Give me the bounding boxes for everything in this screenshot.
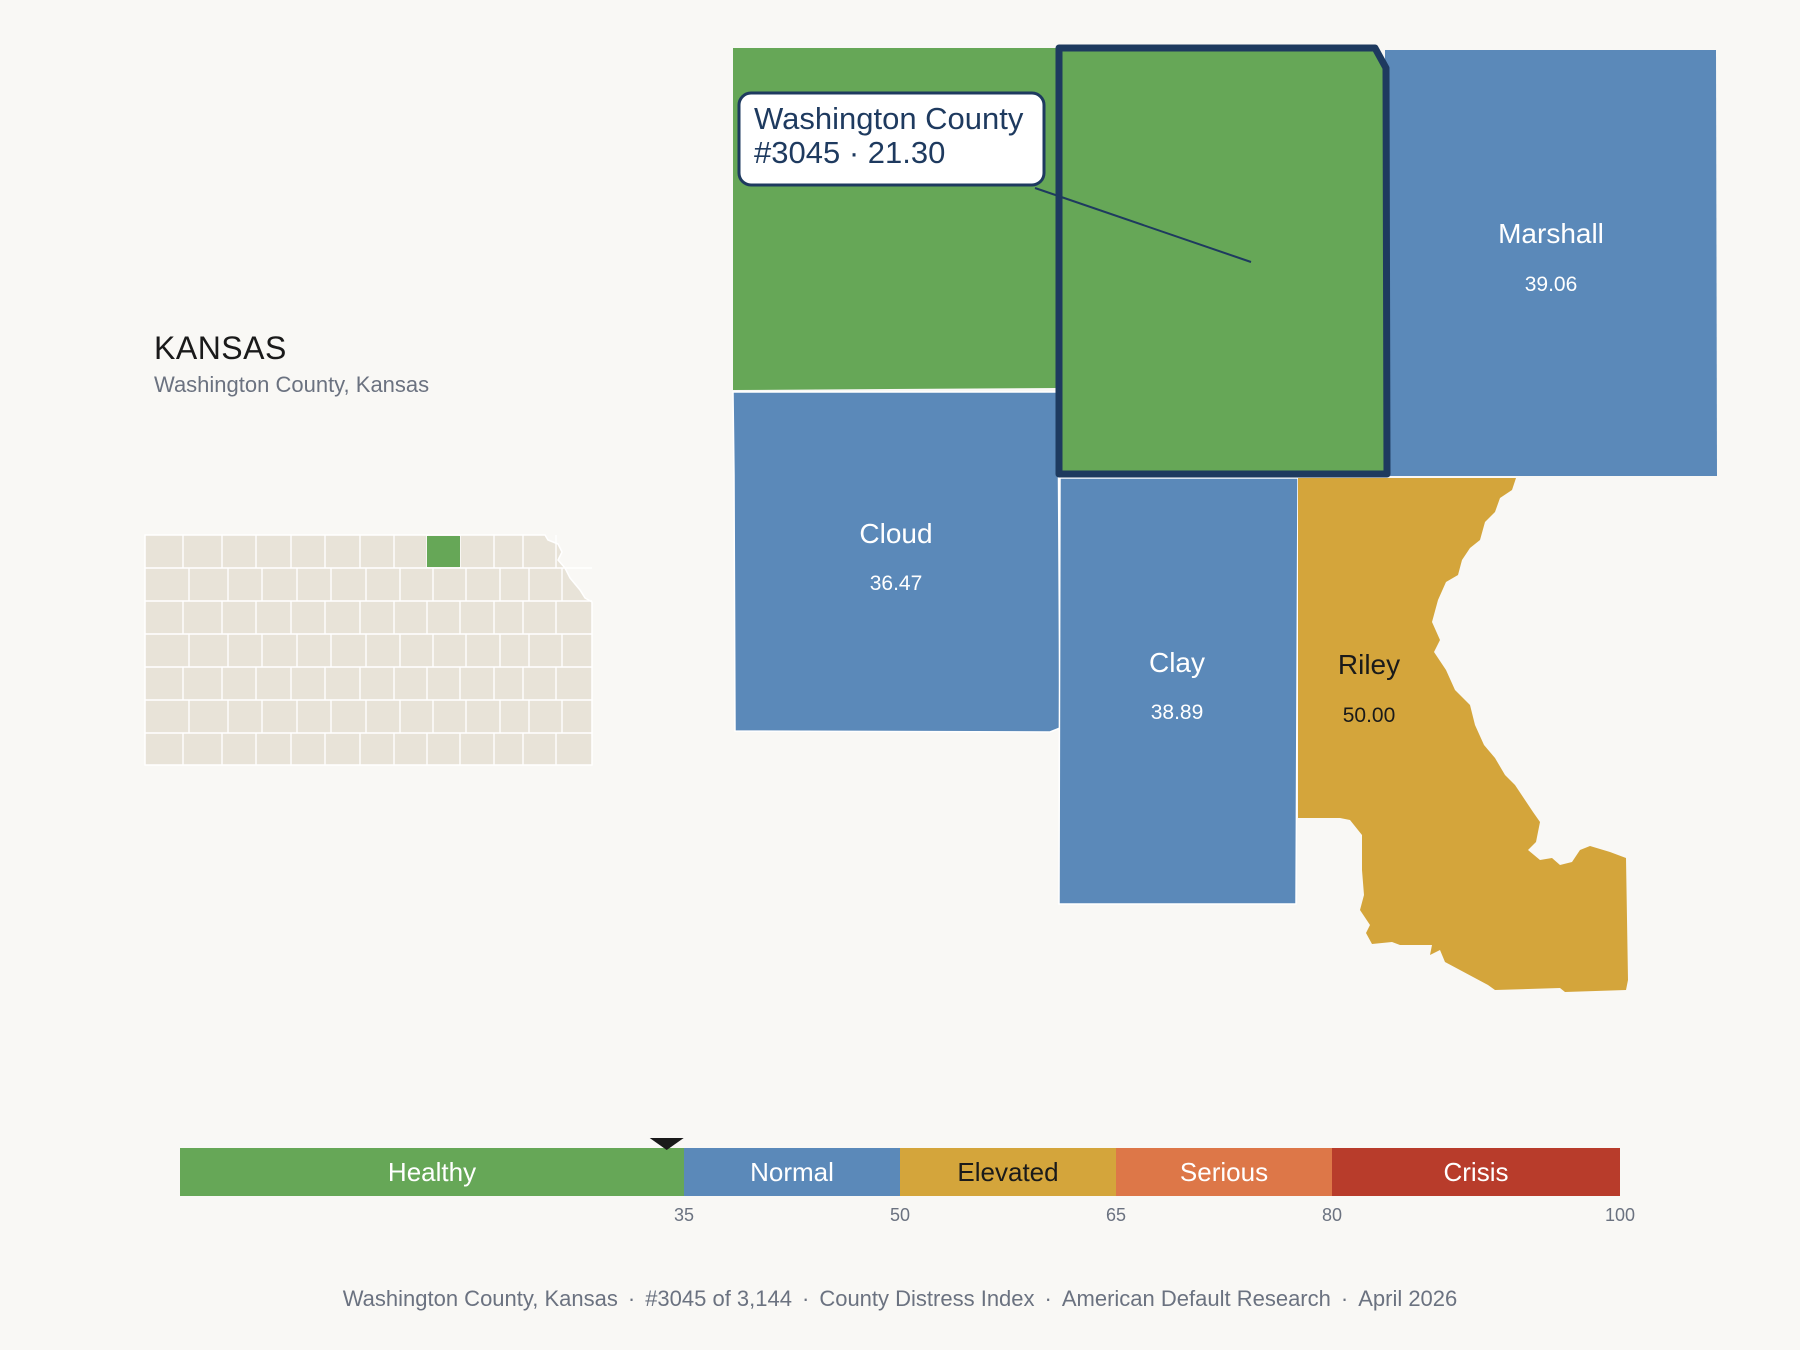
legend-band-crisis — [1332, 1148, 1620, 1196]
legend-band-healthy — [180, 1148, 684, 1196]
legend-tick-100: 100 — [1605, 1205, 1635, 1225]
county-labels: Marshall 39.06 Cloud 36.47 Clay 38.89 Ri… — [859, 218, 1603, 727]
callout-rank-value: #3045 · 21.30 — [754, 135, 945, 170]
footer-rank: #3045 of 3,144 — [645, 1286, 792, 1311]
selected-county-callout: Washington County #3045 · 21.30 — [737, 91, 1252, 263]
state-title: KANSAS — [154, 330, 287, 366]
county-map — [732, 44, 1717, 992]
legend-tick-65: 65 — [1106, 1205, 1126, 1225]
legend-band-elevated — [900, 1148, 1116, 1196]
footer: Washington County, Kansas · #3045 of 3,144… — [0, 1286, 1800, 1312]
county-riley[interactable] — [1298, 478, 1628, 992]
callout-box — [737, 91, 1046, 187]
county-label-clay-name: Clay — [1149, 647, 1205, 678]
footer-separator: · — [1044, 1286, 1052, 1311]
county-label-cloud-value: 36.47 — [870, 572, 923, 595]
county-label-clay-value: 38.89 — [1151, 701, 1204, 724]
county-cloud[interactable] — [732, 391, 1061, 733]
county-label-cloud-name: Cloud — [859, 518, 932, 549]
kansas-inset-outline — [144, 534, 593, 766]
footer-separator: · — [802, 1286, 810, 1311]
legend-band-label-elevated: Elevated — [957, 1157, 1058, 1187]
state-subtitle: Washington County, Kansas — [154, 372, 430, 397]
county-label-riley-value: 50.00 — [1343, 704, 1396, 727]
footer-separator: · — [1340, 1286, 1349, 1311]
footer-separator: · — [627, 1286, 636, 1311]
callout-leader-line — [1034, 187, 1252, 263]
legend-tick-35: 35 — [674, 1205, 694, 1225]
county-label-marshall-name: Marshall — [1498, 218, 1604, 249]
washington-highlight-border — [1055, 44, 1391, 478]
distress-legend: Healthy Normal Elevated Serious Crisis 35 50 65… — [180, 1138, 1635, 1225]
legend-band-label-crisis: Crisis — [1444, 1157, 1509, 1187]
legend-band-serious — [1116, 1148, 1332, 1196]
county-clay[interactable] — [1058, 477, 1299, 905]
legend-tick-80: 80 — [1322, 1205, 1342, 1225]
county-label-marshall-value: 39.06 — [1525, 273, 1578, 296]
county-marshall[interactable] — [1385, 50, 1717, 476]
county-washington[interactable] — [1059, 48, 1387, 474]
legend-band-normal — [684, 1148, 900, 1196]
legend-band-label-normal: Normal — [750, 1157, 834, 1187]
footer-county: Washington County, Kansas — [342, 1286, 618, 1311]
legend-marker — [649, 1138, 684, 1150]
footer-source: American Default Research — [1061, 1286, 1331, 1311]
legend-band-label-healthy: Healthy — [388, 1157, 476, 1187]
legend-tick-50: 50 — [890, 1205, 910, 1225]
footer-date: April 2026 — [1358, 1286, 1458, 1311]
county-label-riley-name: Riley — [1338, 649, 1400, 680]
kansas-inset-county-grid — [145, 535, 592, 765]
kansas-inset-map — [144, 534, 593, 766]
callout-title: Washington County — [754, 101, 1024, 136]
legend-band-label-serious: Serious — [1180, 1157, 1268, 1187]
footer-index-name: County Distress Index — [819, 1286, 1035, 1311]
inset-washington-county[interactable] — [427, 536, 460, 567]
